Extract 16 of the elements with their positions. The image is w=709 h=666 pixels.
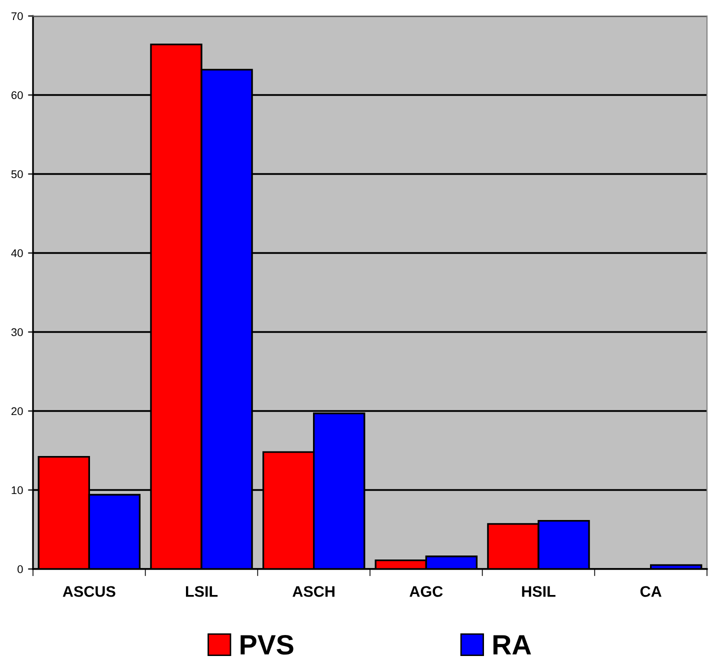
y-tick-label: 30 bbox=[11, 328, 23, 336]
x-tick-label: CA bbox=[640, 586, 662, 597]
y-tick-label: 20 bbox=[11, 407, 23, 416]
y-tick-label: 0 bbox=[18, 565, 23, 574]
y-tick-label: 50 bbox=[11, 170, 23, 178]
x-tick-label: ASCH bbox=[292, 586, 334, 597]
y-tick-label: 70 bbox=[11, 12, 23, 20]
legend-label: PVS bbox=[240, 634, 294, 655]
y-tick-label: 60 bbox=[11, 91, 23, 100]
x-tick-label: LSIL bbox=[186, 586, 218, 597]
legend-label: RA bbox=[493, 635, 532, 654]
y-tick-label: 10 bbox=[12, 486, 23, 494]
x-tick-label: ASCUS bbox=[62, 586, 116, 597]
x-tick-label: HSIL bbox=[522, 586, 556, 597]
y-tick-label: 40 bbox=[11, 249, 23, 258]
x-tick-label: AGC bbox=[410, 586, 443, 597]
